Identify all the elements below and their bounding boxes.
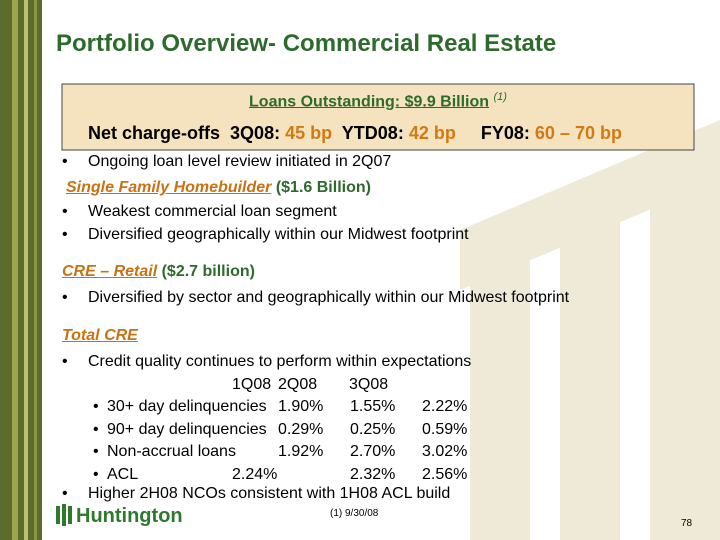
nco-label: FY08:: [480, 123, 530, 143]
table-cell: 2.22%: [422, 398, 468, 415]
bullet: Ongoing loan level review initiated in 2…: [62, 153, 391, 171]
table-header: 2Q08: [278, 376, 318, 393]
heading-note: ($2.7 billion): [161, 263, 255, 280]
table-cell: 3.02%: [422, 443, 468, 460]
table-cell: 2.32%: [350, 465, 396, 483]
bullet: Diversified geographically within our Mi…: [62, 226, 469, 244]
bullet: Credit quality continues to perform with…: [62, 353, 471, 371]
heading: Single Family Homebuilder: [66, 179, 272, 196]
section-heading: Single Family Homebuilder ($1.6 Billion): [66, 179, 371, 197]
row-label: Non-accrual loans: [93, 443, 236, 461]
nco-value: 45 bp: [285, 123, 333, 143]
table-cell: 1.90%: [278, 398, 324, 415]
row-label: ACL: [93, 466, 138, 484]
section-heading: CRE – Retail ($2.7 billion): [62, 263, 255, 281]
watermark: [460, 120, 720, 540]
nco-value: 42 bp: [408, 123, 456, 143]
row-label: 30+ day delinquencies: [93, 398, 267, 416]
table-cell: 2.56%: [422, 465, 468, 483]
table-cell: 2.70%: [350, 443, 396, 460]
heading-note: (1): [493, 91, 507, 103]
row-label: 90+ day delinquencies: [93, 421, 267, 439]
nco-label: YTD08:: [341, 123, 404, 143]
side-stripes: [0, 0, 42, 540]
box-heading: Loans Outstanding: $9.9 Billion (1): [62, 91, 694, 111]
table-header: 3Q08: [349, 376, 389, 393]
nco-line: Net charge-offs 3Q08: 45 bp YTD08: 42 bp…: [88, 123, 622, 144]
footnote: (1) 9/30/08: [330, 508, 379, 519]
nco-value: 60 – 70 bp: [534, 123, 622, 143]
logo-icon: [56, 504, 72, 526]
nco-label: 3Q08:: [230, 123, 281, 143]
summary-box: [61, 83, 695, 151]
table-cell: 2.24%: [232, 465, 278, 483]
logo: Huntington: [76, 505, 183, 527]
page-number: 78: [681, 518, 693, 529]
nco-label: Net charge-offs: [88, 123, 221, 143]
table-cell: 1.55%: [350, 398, 396, 415]
heading: Total CRE: [62, 327, 138, 344]
heading-text: Loans Outstanding: $9.9 Billion: [249, 93, 490, 111]
table-cell: 1.92%: [278, 443, 324, 460]
heading: CRE – Retail: [62, 263, 158, 280]
heading-note: ($1.6 Billion): [275, 179, 371, 196]
bullet: Diversified by sector and geographically…: [62, 289, 569, 307]
table-header: 1Q08: [232, 376, 272, 393]
table-cell: 0.29%: [278, 420, 324, 438]
bullet: Weakest commercial loan segment: [62, 203, 337, 221]
title: Portfolio Overview- Commercial Real Esta…: [56, 30, 557, 57]
bullet: Higher 2H08 NCOs consistent with 1H08 AC…: [62, 485, 450, 503]
table-cell: 0.59%: [422, 420, 468, 438]
section-heading: Total CRE: [62, 327, 138, 345]
table-cell: 0.25%: [350, 420, 396, 438]
